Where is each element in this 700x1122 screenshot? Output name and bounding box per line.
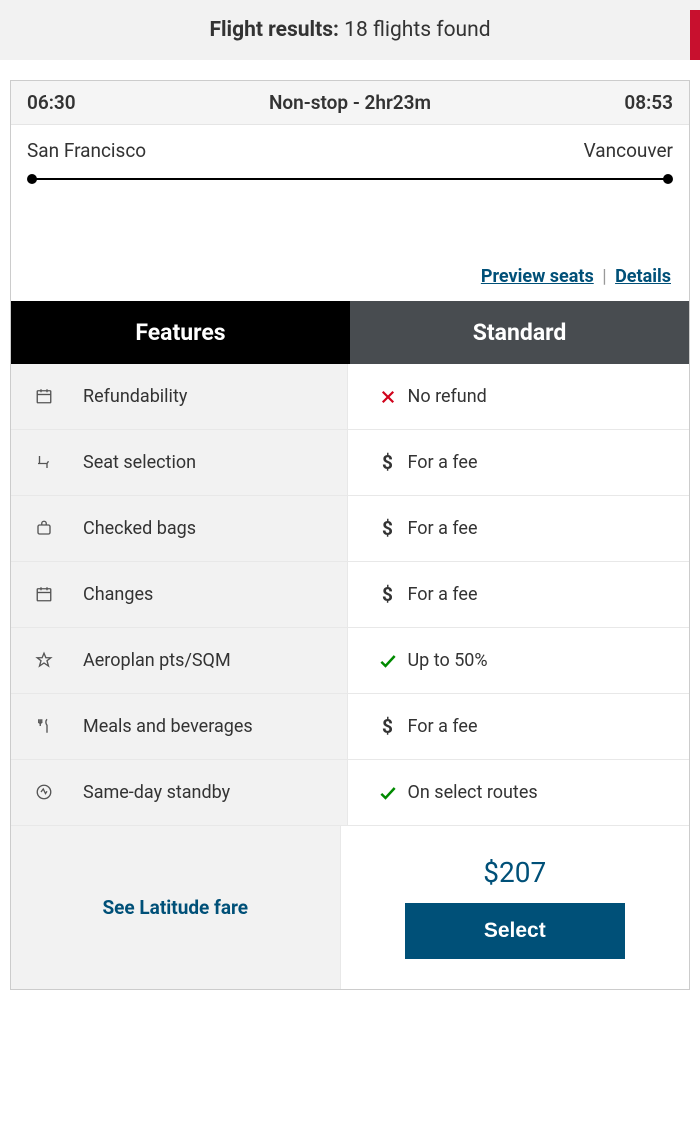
feature-status-cell: $ For a fee — [348, 496, 690, 561]
feature-label-cell: Changes — [11, 562, 348, 627]
feature-label-cell: Seat selection — [11, 430, 348, 495]
feature-status-cell: $ For a fee — [348, 430, 690, 495]
dollar-icon: $ — [378, 585, 398, 605]
feature-label-cell: Refundability — [11, 364, 348, 429]
flight-links: Preview seats | Details — [11, 186, 689, 301]
x-icon — [378, 387, 398, 407]
details-link[interactable]: Details — [615, 266, 671, 287]
feature-status-text: On select routes — [408, 782, 538, 803]
check-icon — [378, 783, 398, 803]
destination-dot-icon — [663, 174, 673, 184]
feature-status-cell: Up to 50% — [348, 628, 690, 693]
feature-row: Changes $ For a fee — [11, 562, 689, 628]
link-separator: | — [602, 266, 606, 287]
destination-city: Vancouver — [584, 139, 673, 162]
results-bar: Flight results: 18 flights found — [0, 0, 700, 60]
features-table-body: Refundability No refund Seat selection $ For… — [11, 364, 689, 826]
feature-row: Meals and beverages $ For a fee — [11, 694, 689, 760]
depart-time: 06:30 — [27, 91, 76, 114]
fare-footer: See Latitude fare $207 Select — [11, 826, 689, 989]
feature-row: Refundability No refund — [11, 364, 689, 430]
dollar-icon: $ — [378, 717, 398, 737]
seat-icon — [35, 453, 55, 473]
results-label: Flight results: — [209, 18, 338, 42]
feature-label-cell: Meals and beverages — [11, 694, 348, 759]
dollar-icon: $ — [378, 519, 398, 539]
feature-row: Same-day standby On select routes — [11, 760, 689, 826]
route-row: San Francisco Vancouver — [11, 125, 689, 168]
feature-row: Aeroplan pts/SQM Up to 50% — [11, 628, 689, 694]
see-latitude-link[interactable]: See Latitude fare — [102, 896, 248, 919]
feature-status-text: For a fee — [408, 584, 478, 605]
check-icon — [378, 651, 398, 671]
latitude-cell: See Latitude fare — [11, 826, 341, 989]
results-count: 18 flights found — [344, 18, 490, 42]
feature-label: Aeroplan pts/SQM — [83, 650, 231, 671]
feature-status-cell: $ For a fee — [348, 694, 690, 759]
origin-city: San Francisco — [27, 139, 146, 162]
calendar-icon — [35, 585, 55, 605]
flight-times-header: 06:30 Non-stop - 2hr23m 08:53 — [11, 81, 689, 125]
features-column-header: Features — [11, 301, 350, 364]
price-select-cell: $207 Select — [341, 826, 690, 989]
route-line — [27, 172, 673, 186]
feature-label: Meals and beverages — [83, 716, 253, 737]
select-button[interactable]: Select — [405, 903, 625, 959]
feature-status-cell: $ For a fee — [348, 562, 690, 627]
star-icon — [35, 651, 55, 671]
feature-label-cell: Same-day standby — [11, 760, 348, 825]
feature-row: Seat selection $ For a fee — [11, 430, 689, 496]
standby-icon — [35, 783, 55, 803]
preview-seats-link[interactable]: Preview seats — [481, 266, 594, 287]
feature-status-text: For a fee — [408, 716, 478, 737]
fare-price: $207 — [483, 856, 546, 889]
feature-status-cell: No refund — [348, 364, 690, 429]
feature-row: Checked bags $ For a fee — [11, 496, 689, 562]
feature-status-text: For a fee — [408, 452, 478, 473]
bag-icon — [35, 519, 55, 539]
feature-label-cell: Aeroplan pts/SQM — [11, 628, 348, 693]
calendar-icon — [35, 387, 55, 407]
flight-card: 06:30 Non-stop - 2hr23m 08:53 San Franci… — [10, 80, 690, 990]
arrive-time: 08:53 — [624, 91, 673, 114]
route-connector — [31, 178, 669, 180]
feature-status-text: For a fee — [408, 518, 478, 539]
dollar-icon: $ — [378, 453, 398, 473]
feature-label: Seat selection — [83, 452, 196, 473]
feature-label: Checked bags — [83, 518, 196, 539]
feature-label: Refundability — [83, 386, 187, 407]
meal-icon — [35, 717, 55, 737]
feature-status-text: Up to 50% — [408, 650, 488, 671]
feature-status-text: No refund — [408, 386, 487, 407]
feature-label-cell: Checked bags — [11, 496, 348, 561]
fare-table-header: Features Standard — [11, 301, 689, 364]
feature-status-cell: On select routes — [348, 760, 690, 825]
feature-label: Same-day standby — [83, 782, 230, 803]
red-accent — [690, 10, 700, 60]
feature-label: Changes — [83, 584, 153, 605]
standard-column-header[interactable]: Standard — [350, 301, 689, 364]
stops-duration: Non-stop - 2hr23m — [269, 91, 431, 114]
